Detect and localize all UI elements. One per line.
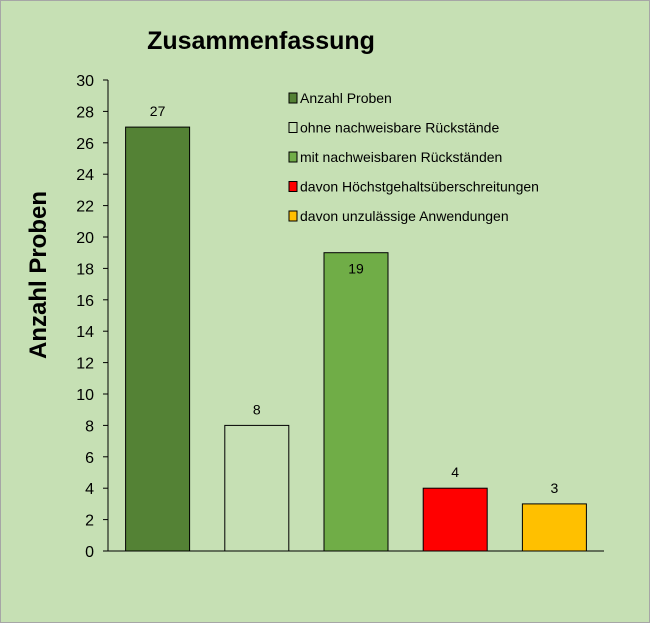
bar — [521, 503, 587, 552]
y-tick-label: 22 — [76, 199, 94, 216]
legend-swatch — [288, 151, 298, 163]
y-tick-label: 26 — [76, 136, 94, 153]
data-label: 19 — [348, 261, 364, 277]
y-tick-label: 0 — [85, 544, 94, 561]
y-tick-label: 20 — [76, 230, 94, 247]
bar — [224, 424, 290, 552]
bar — [323, 252, 389, 552]
data-label: 8 — [253, 401, 261, 417]
y-tick-label: 18 — [76, 261, 94, 278]
legend-swatch — [288, 92, 298, 104]
y-tick-label: 2 — [85, 513, 94, 530]
chart-title: Zusammenfassung — [147, 27, 375, 55]
bar — [422, 487, 488, 552]
y-tick-label: 12 — [76, 356, 94, 373]
data-label: 4 — [451, 464, 459, 480]
y-tick-label: 14 — [76, 324, 94, 341]
bar — [125, 126, 191, 552]
y-tick-label: 4 — [85, 481, 94, 498]
legend-label: ohne nachweisbare Rückstände — [300, 120, 499, 136]
legend-swatch — [288, 122, 298, 133]
legend-swatch — [288, 210, 298, 222]
y-tick-label: 10 — [76, 387, 94, 404]
y-tick-label: 24 — [76, 167, 94, 184]
legend-label: mit nachweisbaren Rückständen — [300, 149, 502, 165]
legend-label: davon Höchstgehaltsüberschreitungen — [300, 179, 539, 195]
y-tick-label: 8 — [85, 418, 94, 435]
y-tick-label: 16 — [76, 293, 94, 310]
data-label: 27 — [150, 103, 166, 119]
y-tick-label: 30 — [76, 73, 94, 90]
y-tick-label: 6 — [85, 450, 94, 467]
y-tick-label: 28 — [76, 104, 94, 121]
legend-label: davon unzulässige Anwendungen — [300, 208, 509, 224]
legend-label: Anzahl Proben — [300, 90, 392, 106]
data-label: 3 — [551, 480, 559, 496]
legend-swatch — [288, 181, 298, 192]
